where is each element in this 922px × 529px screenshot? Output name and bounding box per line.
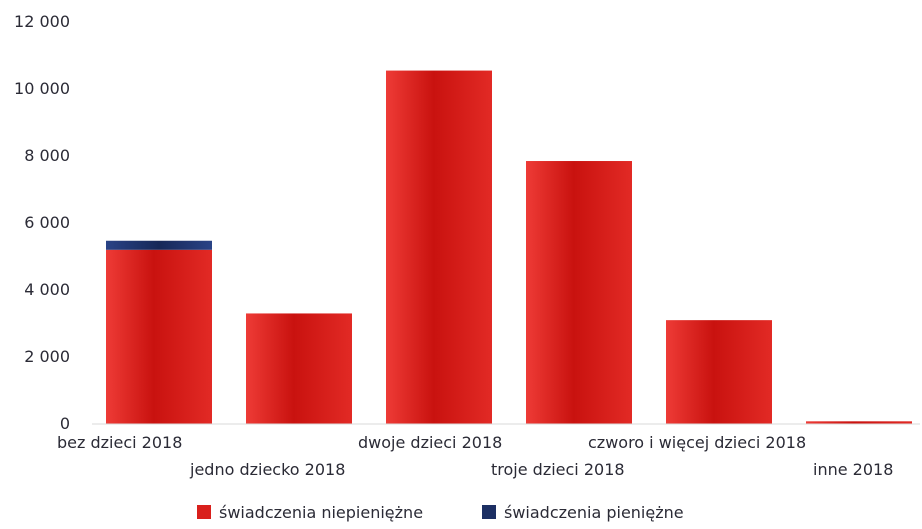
bar-swiadczenia-niepieniezne-4 [666, 320, 772, 424]
x-category-label: jedno dziecko 2018 [189, 460, 345, 479]
x-category-label: inne 2018 [813, 460, 893, 479]
y-tick-label: 10 000 [14, 79, 70, 98]
x-axis: bez dzieci 2018 jedno dziecko 2018 dwoje d… [57, 423, 920, 479]
y-tick-label: 0 [60, 414, 70, 433]
y-tick-label: 12 000 [14, 12, 70, 31]
bars [106, 70, 912, 424]
bar-swiadczenia-niepieniezne-1 [246, 313, 352, 424]
x-category-label: dwoje dzieci 2018 [358, 433, 502, 452]
y-tick-label: 4 000 [24, 280, 70, 299]
bar-swiadczenia-niepieniezne-2 [386, 70, 492, 424]
legend-swatch [482, 505, 496, 519]
x-category-label: czworo i więcej dzieci 2018 [588, 433, 806, 452]
x-category-label: troje dzieci 2018 [491, 460, 625, 479]
bar-swiadczenia-niepieniezne-0 [106, 249, 212, 424]
legend-label: świadczenia niepieniężne [219, 503, 423, 522]
y-tick-label: 2 000 [24, 347, 70, 366]
legend-label: świadczenia pieniężne [504, 503, 684, 522]
legend-swatch [197, 505, 211, 519]
legend: świadczenia niepieniężne świadczenia pien… [197, 503, 684, 522]
y-tick-label: 8 000 [24, 146, 70, 165]
x-category-label: bez dzieci 2018 [57, 433, 182, 452]
bar-swiadczenia-niepieniezne-5 [806, 421, 912, 424]
bar-swiadczenia-pieniezne-0 [106, 240, 212, 250]
y-axis: 0 2 000 4 000 6 000 8 000 10 000 12 000 [14, 12, 70, 433]
y-tick-label: 6 000 [24, 213, 70, 232]
bar-swiadczenia-niepieniezne-3 [526, 161, 632, 424]
